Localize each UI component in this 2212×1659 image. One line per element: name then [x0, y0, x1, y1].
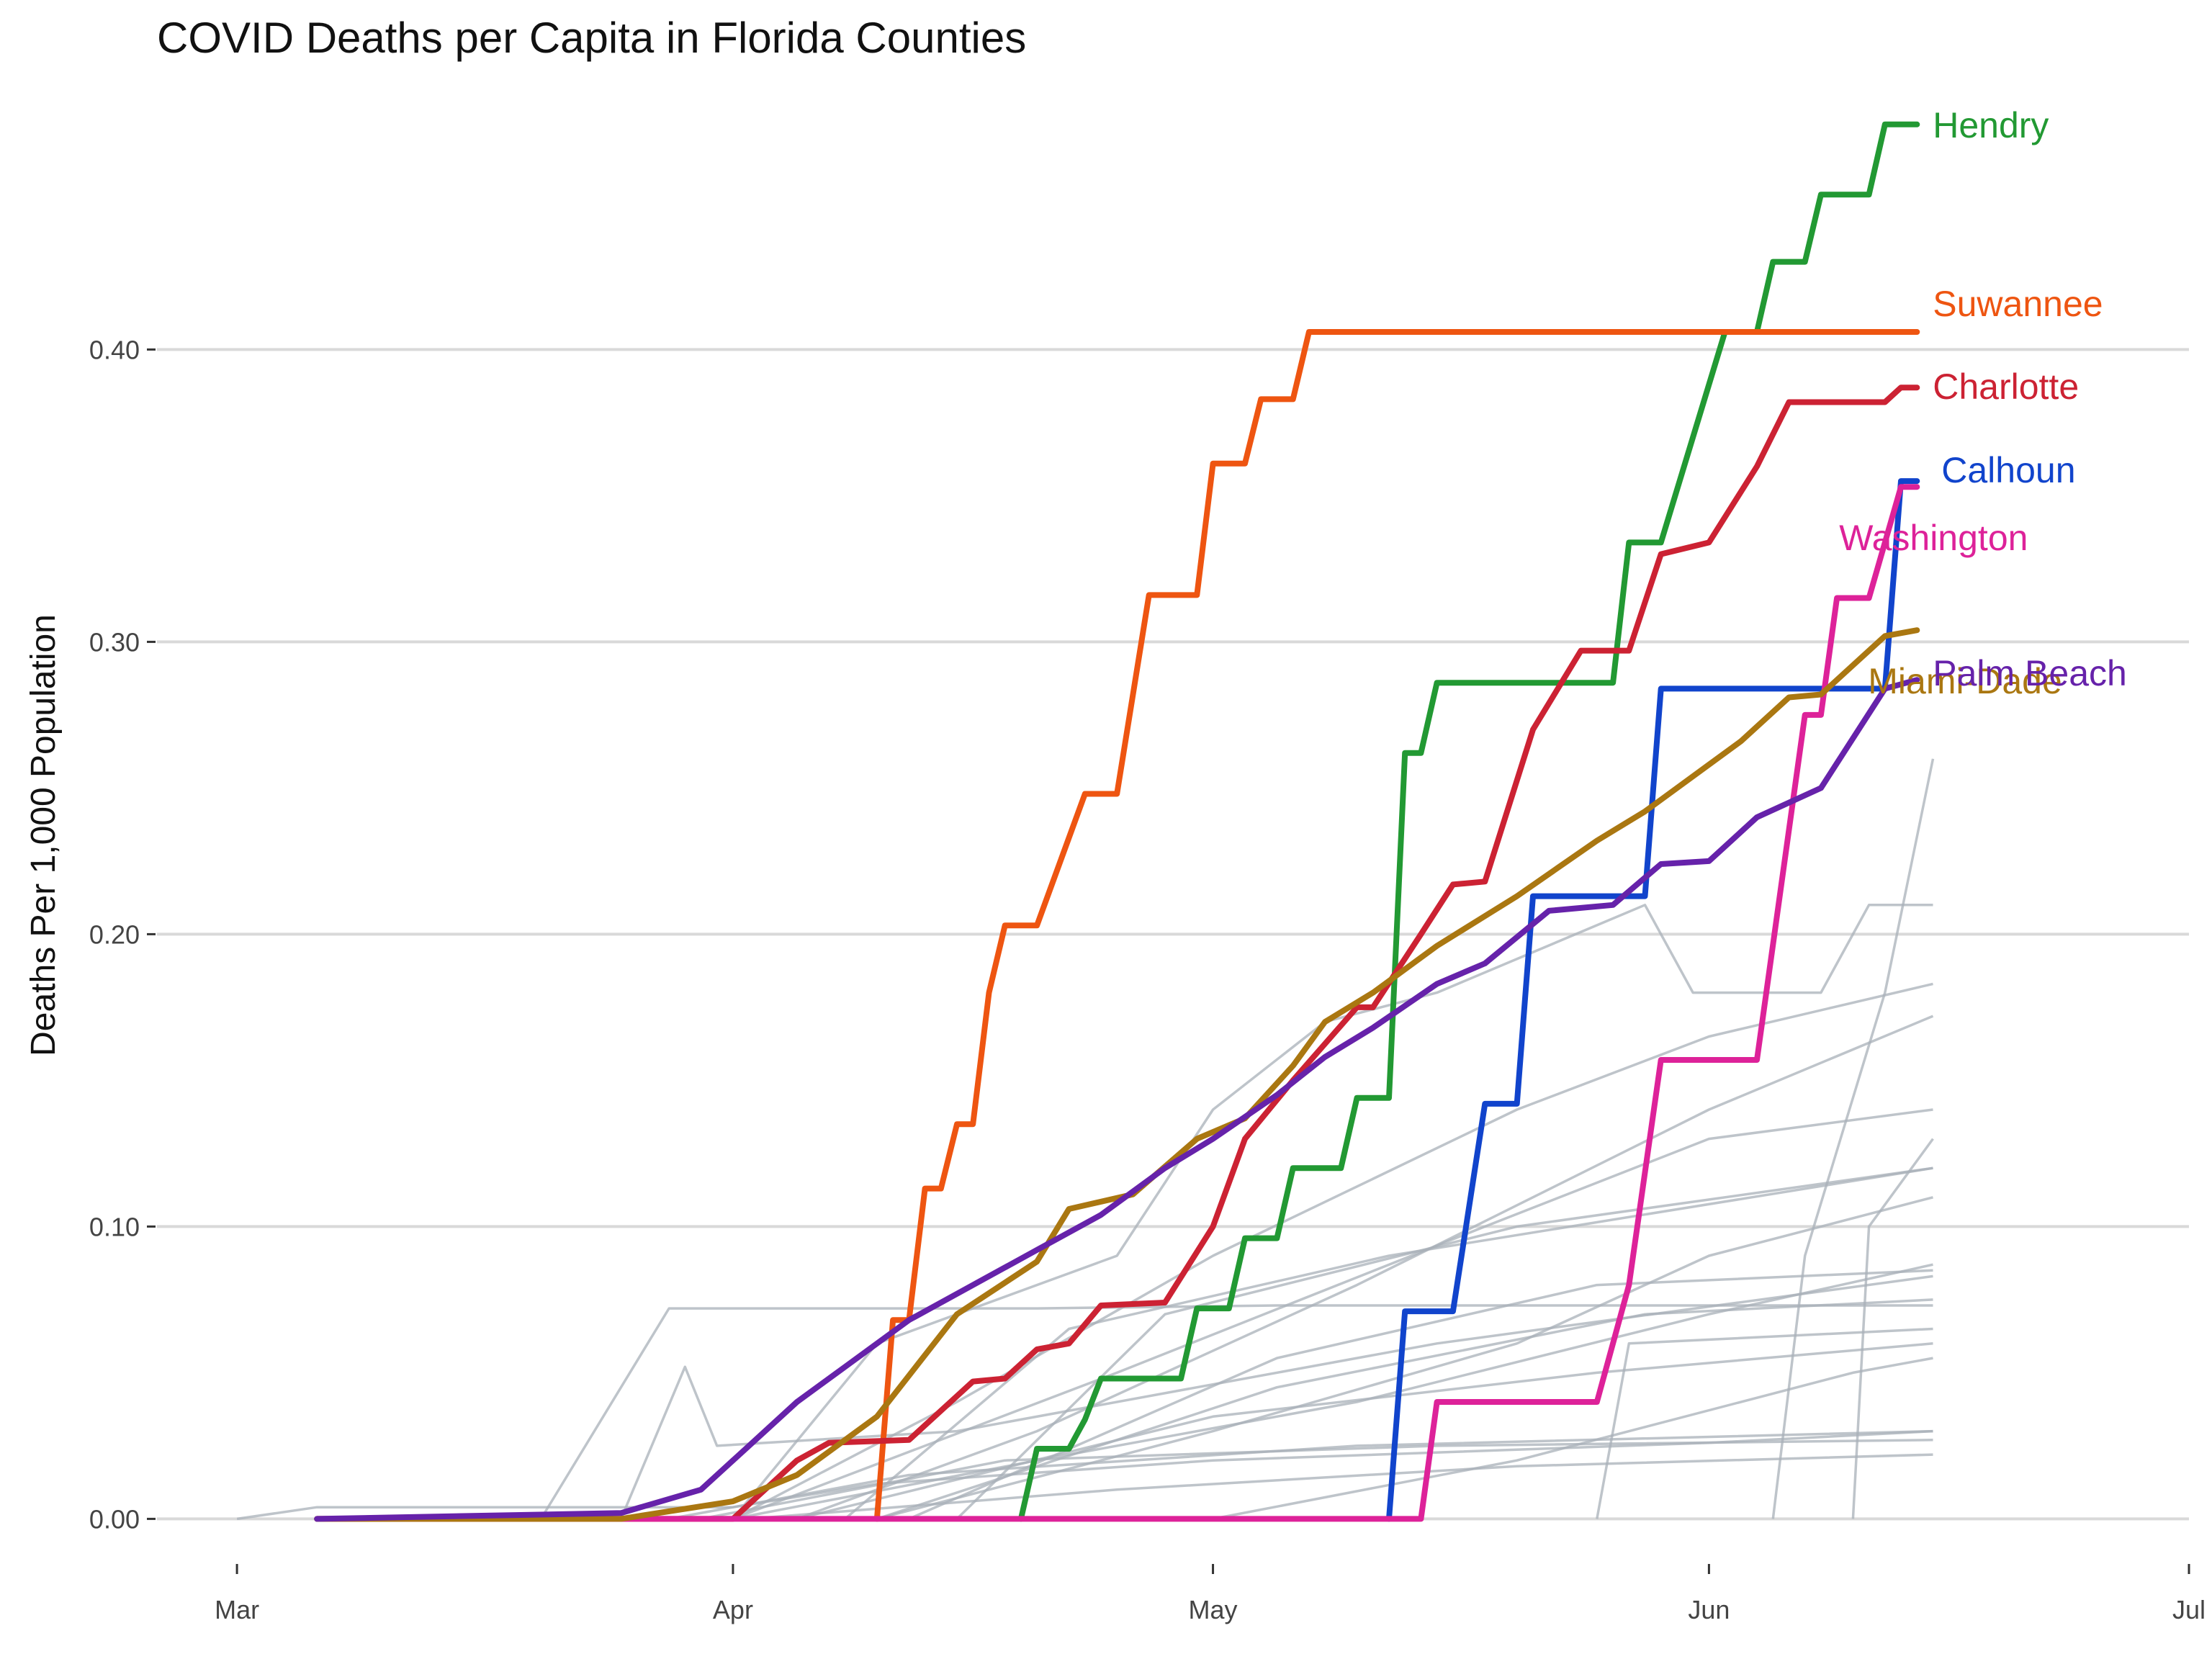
background-county-line	[956, 1166, 1933, 1520]
series-line-miami-dade	[314, 627, 1920, 1522]
series-line-suwannee	[873, 329, 1920, 1522]
y-axis-title: Deaths Per 1,000 Population	[24, 614, 63, 1056]
background-county-line	[732, 1108, 1933, 1521]
background-county-line	[732, 904, 1933, 1520]
background-county-line	[1596, 1327, 1933, 1519]
y-tick-label: 0.10	[89, 1212, 140, 1241]
chart-title: COVID Deaths per Capita in Florida Count…	[157, 14, 1027, 62]
series-line-hendry	[1017, 121, 1920, 1522]
series-line-calhoun	[1386, 478, 1920, 1522]
background-county-line	[1771, 758, 1935, 1519]
background-county-line	[619, 1274, 1933, 1520]
background-county-line	[236, 1429, 1933, 1521]
background-county-line	[668, 1429, 1933, 1521]
y-axis: 0.00 0.10 0.20 0.30 0.40	[89, 335, 156, 1534]
background-county-line	[749, 1453, 1933, 1521]
series-line-palm-beach	[314, 677, 1920, 1522]
background-county-line	[796, 1342, 1933, 1521]
y-tick-label: 0.00	[89, 1504, 140, 1534]
series-label: Hendry	[1933, 105, 2049, 145]
y-tick-label: 0.20	[89, 920, 140, 949]
x-tick-label: Jul	[2172, 1595, 2206, 1624]
series-label: Calhoun	[1941, 450, 2075, 490]
background-county-line	[1851, 1138, 1934, 1519]
background-county-line	[844, 1166, 1933, 1520]
background-county-line	[1213, 1357, 1933, 1521]
series-line-charlotte	[314, 385, 1920, 1522]
background-county-line	[908, 1269, 1933, 1521]
x-tick-label: Mar	[215, 1595, 259, 1624]
series-label: Suwannee	[1933, 284, 2103, 324]
background-county-line	[539, 1304, 1933, 1520]
x-axis: Mar Apr May Jun Jul	[215, 1564, 2206, 1624]
x-tick-label: Jun	[1688, 1595, 1730, 1624]
series-label: Palm Beach	[1933, 653, 2127, 693]
background-county-line	[732, 982, 1933, 1520]
series-label: Miami-Dade	[1868, 661, 2062, 701]
background-county-line	[876, 1196, 1933, 1521]
y-tick-label: 0.30	[89, 627, 140, 657]
background-county-line	[701, 1439, 1933, 1521]
x-tick-label: Apr	[713, 1595, 753, 1624]
series-label: Washington	[1839, 518, 2028, 558]
background-county-line	[796, 1015, 1934, 1521]
x-tick-label: May	[1189, 1595, 1238, 1624]
background-county-lines	[236, 758, 1935, 1521]
series-label: Charlotte	[1933, 367, 2079, 407]
background-county-line	[876, 1298, 1933, 1521]
y-tick-label: 0.40	[89, 335, 140, 364]
highlighted-county-lines	[314, 121, 1920, 1522]
series-labels: Hendry Suwannee Charlotte Calhoun Washington…	[1839, 105, 2127, 701]
background-county-line	[732, 1263, 1933, 1521]
series-line-washington	[602, 484, 1920, 1522]
